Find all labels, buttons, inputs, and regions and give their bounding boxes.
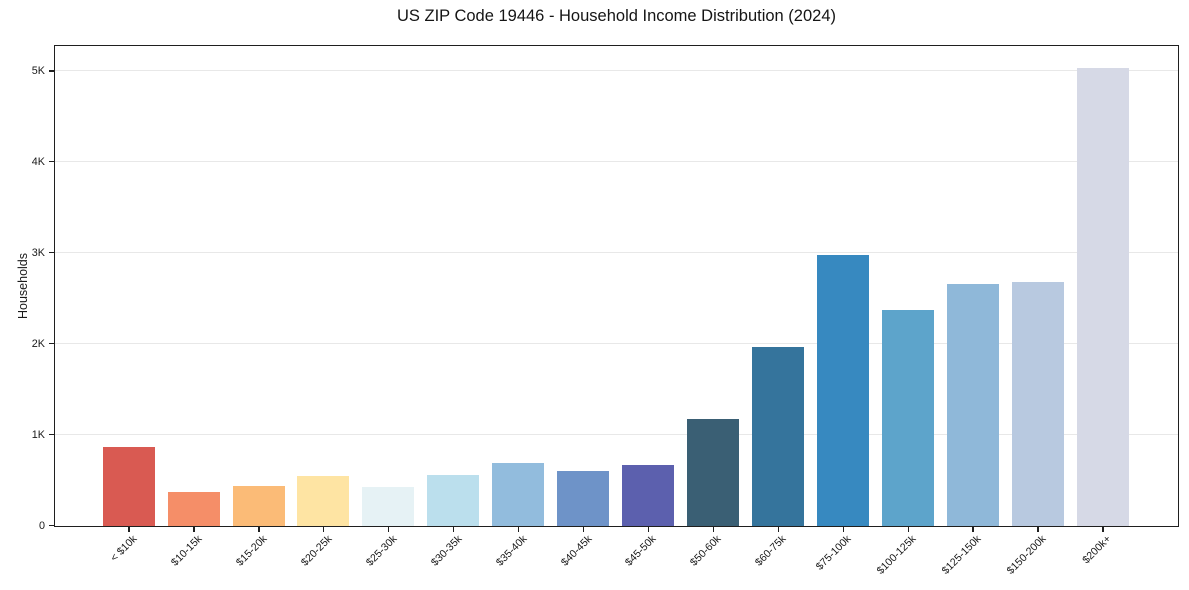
bar-$125-150k [946,283,999,526]
gridline [55,434,1178,436]
bar-$20-25k [297,475,350,526]
x-tick-mark [1037,527,1039,532]
y-tick-label: 5K [31,64,45,77]
x-tick-mark [842,527,844,532]
x-tick-mark [258,527,260,532]
x-tick-mark [582,527,585,532]
y-tick-mark [48,343,54,345]
x-tick-mark [128,527,130,532]
bar-$200k+ [1076,67,1129,526]
y-tick-label: 4K [31,155,45,168]
y-tick-mark [48,252,54,254]
gridline [55,343,1178,345]
bar-$50-60k [687,419,740,526]
x-tick-mark [907,527,909,532]
plot-area [54,45,1179,527]
bar-$150-200k [1011,282,1064,526]
x-tick-mark [972,527,974,532]
bar-< $10k [102,446,155,526]
bar-$15-20k [232,485,285,526]
y-tick-label: 3K [31,246,45,259]
bar-$45-50k [622,465,675,526]
chart-title: US ZIP Code 19446 - Household Income Dis… [396,7,836,25]
x-tick-mark [193,527,195,532]
x-tick-mark [777,527,779,532]
bar-$60-75k [752,346,805,526]
y-tick-mark [48,525,54,527]
gridline [55,161,1178,163]
bar-$30-35k [427,475,480,526]
bar-$100-125k [881,309,934,526]
bar-$25-30k [362,486,415,526]
bar-$35-40k [492,463,545,526]
x-tick-mark [712,527,715,532]
gridline [55,70,1178,72]
x-tick-label: < $10k [108,533,140,565]
y-tick-mark [48,70,54,72]
x-tick-mark [388,527,390,532]
y-tick-mark [48,434,54,436]
x-tick-mark [647,527,650,532]
x-tick-mark [453,527,455,532]
x-tick-mark [517,527,520,532]
plot-inner [55,46,1178,526]
y-tick-label: 2K [31,337,45,350]
bar-$75-100k [816,254,869,526]
bar-$40-45k [557,470,610,526]
bar-$10-15k [167,491,220,526]
y-tick-label: 0 [38,519,45,532]
x-tick-mark [1102,527,1104,532]
x-tick-mark [323,527,325,532]
y-tick-label: 1K [31,428,45,441]
gridline [55,252,1178,254]
y-tick-mark [48,161,54,163]
